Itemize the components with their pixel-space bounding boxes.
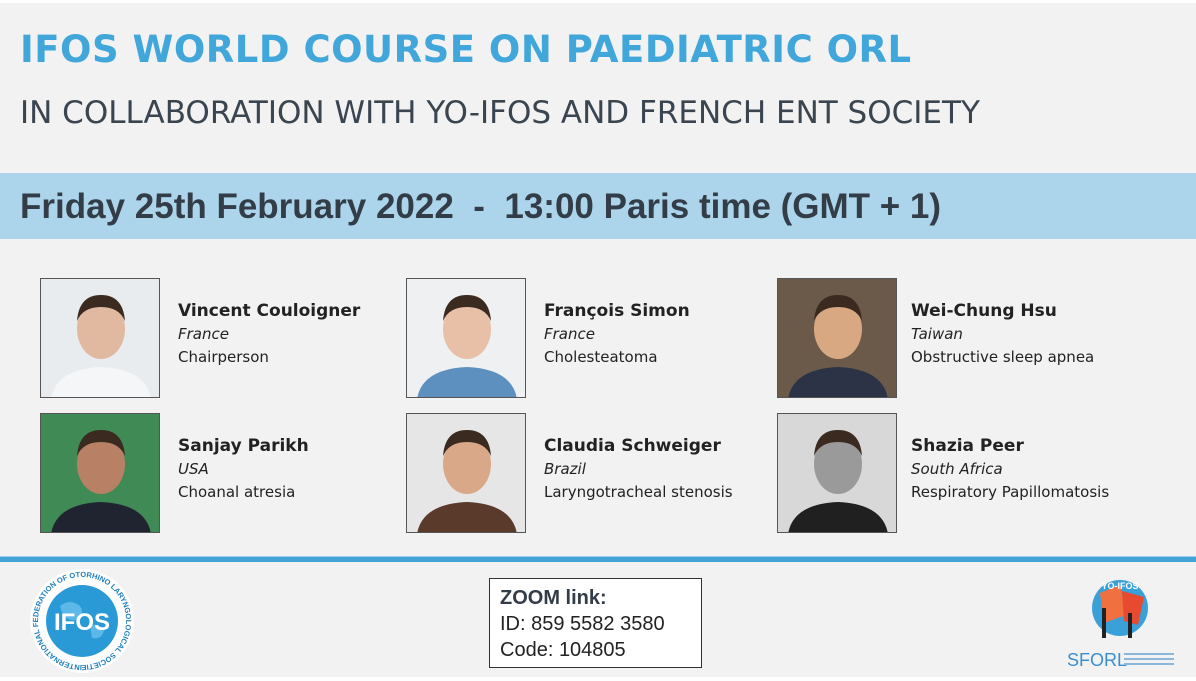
speaker-name: Shazia Peer bbox=[911, 436, 1024, 456]
page-title: IFOS WORLD COURSE ON PAEDIATRIC ORL bbox=[20, 28, 912, 71]
speaker-info: Vincent Couloigner France Chairperson bbox=[178, 300, 360, 369]
speaker-topic: Laryngotracheal stenosis bbox=[544, 483, 733, 501]
zoom-code-label: Code: bbox=[500, 639, 554, 661]
speaker-photo bbox=[777, 413, 897, 533]
speaker-country: South Africa bbox=[911, 460, 1003, 478]
ifos-logo: INTERNATIONAL FEDERATION OF OTORHINO LAR… bbox=[17, 559, 145, 676]
zoom-heading: ZOOM link: bbox=[500, 587, 607, 609]
speaker-topic: Cholesteatoma bbox=[544, 348, 658, 366]
zoom-id-label: ID: bbox=[500, 613, 526, 635]
speaker-info: Wei-Chung Hsu Taiwan Obstructive sleep apn… bbox=[911, 300, 1094, 369]
zoom-info-box: ZOOM link: ID: 859 5582 3580 Code: 10480… bbox=[489, 578, 702, 668]
speaker-info: Claudia Schweiger Brazil Laryngotracheal s… bbox=[544, 435, 733, 504]
speaker-photo bbox=[777, 278, 897, 398]
speaker-name: Wei-Chung Hsu bbox=[911, 301, 1057, 321]
speaker-topic: Obstructive sleep apnea bbox=[911, 348, 1095, 366]
ifos-logo-text: IFOS bbox=[54, 609, 110, 636]
speaker-name: Vincent Couloigner bbox=[178, 301, 361, 321]
divider bbox=[0, 556, 1196, 562]
speaker-country: France bbox=[178, 325, 229, 343]
speaker-photo bbox=[40, 278, 160, 398]
date-line: Friday 25th February 2022 - 13:00 Paris … bbox=[20, 187, 942, 226]
speaker-topic: Chairperson bbox=[178, 348, 269, 366]
date-banner: Friday 25th February 2022 - 13:00 Paris … bbox=[0, 173, 1196, 239]
zoom-code[interactable]: 104805 bbox=[558, 639, 626, 661]
speaker-name: Claudia Schweiger bbox=[544, 436, 721, 456]
speaker-country: Brazil bbox=[544, 460, 586, 478]
zoom-id[interactable]: 859 5582 3580 bbox=[531, 613, 665, 635]
speaker-photo bbox=[406, 413, 526, 533]
speaker-name: François Simon bbox=[544, 301, 690, 321]
slide: IFOS WORLD COURSE ON PAEDIATRIC ORL IN C… bbox=[0, 3, 1196, 677]
yoifos-sforl-logo: YO-IFOS SFORL bbox=[1062, 573, 1182, 673]
speaker-photo bbox=[406, 278, 526, 398]
speaker-country: France bbox=[544, 325, 595, 343]
sforl-logo-text: SFORL bbox=[1067, 650, 1127, 670]
speaker-info: Sanjay Parikh USA Choanal atresia bbox=[178, 435, 309, 504]
subtitle: IN COLLABORATION WITH YO-IFOS AND FRENCH… bbox=[20, 95, 980, 131]
speaker-country: Taiwan bbox=[911, 325, 963, 343]
speaker-photo bbox=[40, 413, 160, 533]
speaker-topic: Respiratory Papillomatosis bbox=[911, 483, 1110, 501]
speaker-topic: Choanal atresia bbox=[178, 483, 296, 501]
speaker-name: Sanjay Parikh bbox=[178, 436, 309, 456]
yoifos-logo-text: YO-IFOS bbox=[1101, 581, 1138, 591]
speaker-info: Shazia Peer South Africa Respiratory Papil… bbox=[911, 435, 1109, 504]
speaker-country: USA bbox=[178, 460, 209, 478]
speaker-info: François Simon France Cholesteatoma bbox=[544, 300, 690, 369]
